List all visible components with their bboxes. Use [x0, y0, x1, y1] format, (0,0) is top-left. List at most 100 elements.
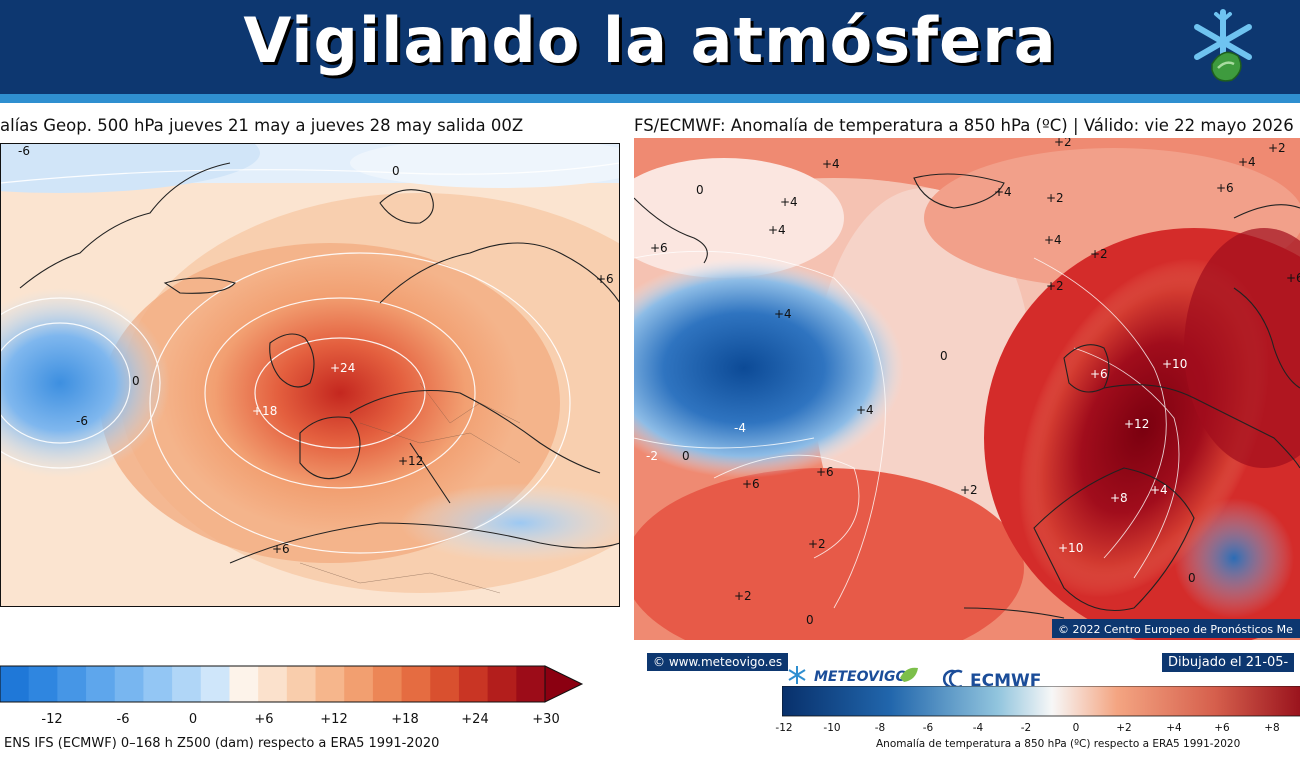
right-contour-label: +2 — [734, 589, 752, 603]
right-colorbar-caption: Anomalía de temperatura a 850 hPa (ºC) r… — [876, 738, 1241, 750]
right-contour-label: +4 — [1150, 483, 1168, 497]
colorbar-cell — [315, 666, 345, 702]
right-contour-label: +6 — [1216, 181, 1234, 195]
colorbar-cell — [372, 666, 403, 702]
geopotential-colorbar — [0, 665, 584, 703]
right-contour-label: 0 — [940, 349, 948, 363]
colorbar-tick: -10 — [823, 722, 841, 734]
right-contour-label: +2 — [1054, 138, 1072, 149]
colorbar-tick: -8 — [874, 722, 886, 734]
colorbar-tick: +4 — [1166, 722, 1182, 734]
colorbar-tick: -12 — [41, 712, 63, 727]
ecmwf-wordmark: ECMWF — [970, 671, 1041, 690]
colorbar-tick: -6 — [116, 712, 130, 727]
colorbar-tick: +2 — [1116, 722, 1132, 734]
colorbar-tick: -12 — [775, 722, 793, 734]
colorbar-tick: +8 — [1264, 722, 1280, 734]
right-contour-label: +2 — [1046, 191, 1064, 205]
right-contour-label: +12 — [1124, 417, 1149, 431]
site-title: Vigilando la atmósfera — [243, 4, 1057, 77]
right-contour-label: +2 — [1046, 279, 1064, 293]
left-contour-label: 0 — [392, 164, 400, 178]
colorbar-tick: +30 — [532, 712, 560, 727]
right-contour-label: 0 — [682, 449, 690, 463]
right-contour-label: +6 — [650, 241, 668, 255]
colorbar-tick: +18 — [391, 712, 419, 727]
colorbar-cell — [0, 666, 30, 702]
colorbar-cell — [430, 666, 460, 702]
colorbar-cell — [143, 666, 173, 702]
colorbar-tick: +6 — [254, 712, 274, 727]
colorbar-cell — [487, 666, 517, 702]
colorbar-cell — [86, 666, 116, 702]
right-colorbar-ticks: -12 -10 -8 -6 -4 -2 0 +2 +4 +6 +8 — [775, 722, 1300, 736]
drawn-date-badge: Dibujado el 21-05- — [1162, 653, 1295, 672]
temperature-anomaly-map: +2 +4 +4 +2 +6 +4 +2 +4 +6 +6 0 +4 +2 +4… — [634, 138, 1300, 640]
leaf-icon — [900, 667, 918, 682]
meteovigo-logo: METEOVIGO — [788, 666, 918, 685]
left-contour-label: +18 — [252, 404, 277, 418]
right-contour-label: +2 — [808, 537, 826, 551]
snowflake-drop-logo-icon — [1194, 9, 1252, 82]
colorbar-cell — [229, 666, 259, 702]
left-contour-label: +6 — [596, 272, 614, 286]
right-contour-label: +8 — [1110, 491, 1128, 505]
left-contour-label: +6 — [272, 542, 290, 556]
right-contour-label: +4 — [1044, 233, 1062, 247]
colorbar-cell — [401, 666, 431, 702]
right-contour-label: +6 — [742, 477, 760, 491]
colorbar-cell — [57, 666, 87, 702]
right-contour-label: -2 — [646, 449, 658, 463]
right-contour-label: +4 — [774, 307, 792, 321]
colorbar-tick: -2 — [1020, 722, 1032, 734]
right-contour-label: +4 — [1238, 155, 1256, 169]
left-contour-label: -6 — [18, 144, 30, 158]
left-contour-label: +24 — [330, 361, 355, 375]
right-contour-label: +6 — [1286, 271, 1300, 285]
left-colorbar-ticks: -12 -6 0 +6 +12 +18 +24 +30 — [0, 712, 600, 730]
colorbar-cell — [258, 666, 288, 702]
copyright-notice: © 2022 Centro Europeo de Pronósticos Me — [1058, 623, 1293, 636]
colorbar-tick: +24 — [461, 712, 489, 727]
colorbar-cell — [200, 666, 230, 702]
snowflake-icon — [788, 666, 806, 684]
left-colorbar-caption: ENS IFS (ECMWF) 0–168 h Z500 (dam) respe… — [4, 736, 440, 751]
colorbar-cell — [458, 666, 489, 702]
left-contour-label: -6 — [76, 414, 88, 428]
temperature-colorbar — [782, 686, 1300, 717]
right-contour-label: +6 — [1090, 367, 1108, 381]
website-badge[interactable]: © www.meteovigo.es — [647, 653, 789, 671]
right-contour-label: +6 — [816, 465, 834, 479]
right-contour-label: +4 — [768, 223, 786, 237]
right-contour-label: +2 — [960, 483, 978, 497]
right-contour-label: +4 — [994, 185, 1012, 199]
colorbar-tick: -6 — [922, 722, 934, 734]
right-contour-label: +2 — [1268, 141, 1286, 155]
right-contour-label: 0 — [806, 613, 814, 627]
right-contour-label: 0 — [1188, 571, 1196, 585]
left-map-title: alías Geop. 500 hPa jueves 21 may a juev… — [0, 116, 524, 135]
right-contour-label: 0 — [696, 183, 704, 197]
right-contour-label: +10 — [1058, 541, 1083, 555]
colorbar-tick: +6 — [1214, 722, 1230, 734]
right-map-title: FS/ECMWF: Anomalía de temperatura a 850 … — [634, 116, 1300, 135]
colorbar-cell — [516, 666, 546, 702]
right-contour-label: +2 — [1090, 247, 1108, 261]
colorbar-cell — [286, 666, 317, 702]
left-contour-label: 0 — [132, 374, 140, 388]
left-contour-label: +12 — [398, 454, 423, 468]
ecmwf-icon — [942, 669, 963, 689]
colorbar-cell — [344, 666, 374, 702]
colorbar-tick: -4 — [972, 722, 984, 734]
right-contour-label: +4 — [780, 195, 798, 209]
colorbar-cell — [28, 666, 58, 702]
header-accent-strip — [0, 94, 1300, 103]
right-contour-label: +4 — [856, 403, 874, 417]
colorbar-cell — [114, 666, 144, 702]
right-contour-label: +10 — [1162, 357, 1187, 371]
meteovigo-wordmark: METEOVIGO — [814, 669, 908, 685]
colorbar-tick: 0 — [1072, 722, 1080, 734]
header-banner — [0, 0, 1300, 94]
geopotential-anomaly-map: -6 0 0 -6 +24 +18 +12 +6 +6 — [0, 143, 620, 607]
colorbar-tick: 0 — [188, 712, 198, 727]
